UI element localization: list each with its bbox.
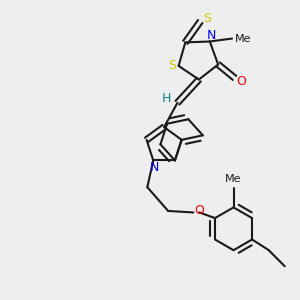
Text: Me: Me <box>235 34 252 44</box>
Text: S: S <box>203 12 211 25</box>
Text: O: O <box>236 75 246 88</box>
Text: H: H <box>161 92 171 105</box>
Text: N: N <box>150 161 159 174</box>
Text: Me: Me <box>225 174 242 184</box>
Text: N: N <box>207 29 216 42</box>
Text: S: S <box>168 59 176 72</box>
Text: O: O <box>194 205 204 218</box>
